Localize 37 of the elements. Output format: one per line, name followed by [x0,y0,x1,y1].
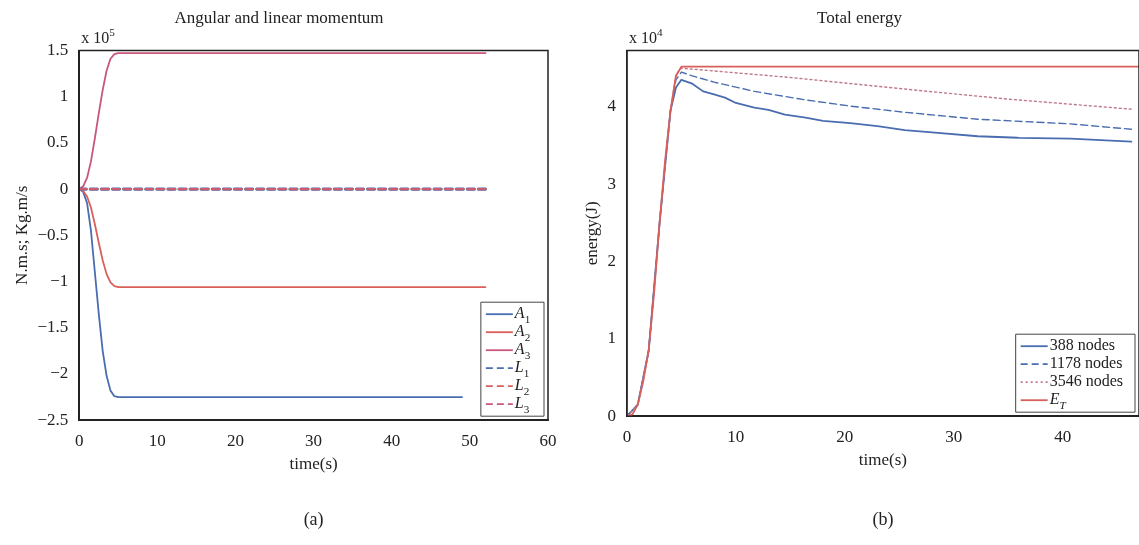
y-tick-label: 0 [607,405,616,425]
y-tick-label: −1.5 [37,317,69,337]
legend-label: 3546 nodes [1049,372,1123,390]
x-axis-title: time(s) [858,450,908,470]
x-tick-label: 20 [836,426,854,446]
y-tick-label: −2.5 [37,409,69,429]
x-tick-label: 20 [226,430,244,450]
x-tick-label: 40 [1054,426,1072,446]
text: (b) [872,508,894,530]
y-tick-label: 4 [607,96,617,116]
legend-label: 388 nodes [1049,336,1115,354]
x-tick-label: 30 [305,430,323,450]
y-tick-label: 1 [607,328,616,348]
x-tick-label: 50 [461,430,479,450]
y-tick-label: −0.5 [37,224,69,244]
y-axis-title: energy(J) [581,201,601,266]
x-axis-title: time(s) [289,454,338,474]
x-tick-label: 10 [148,430,166,450]
y-tick-label: 1 [59,86,69,106]
legend-label: 1178 nodes [1049,354,1123,372]
x-tick-label: 0 [622,426,632,446]
y-tick-label: 3 [607,173,616,193]
y-tick-label: 0 [59,178,69,198]
y-tick-label: 0.5 [46,132,69,152]
y-tick-label: 1.5 [46,39,69,59]
y-axis-title: N.m.s; Kg.m/s [11,185,31,285]
x-tick-label: 10 [727,426,745,446]
x-tick-label: 60 [539,430,557,450]
y-tick-label: 2 [607,251,616,270]
x-tick-label: 0 [74,430,84,450]
x-tick-label: 40 [383,430,401,450]
y-tick-label: −1 [50,270,69,290]
x-tick-label: 30 [945,426,963,446]
y-tick-label: −2 [50,363,69,383]
chart-title: Angular and linear momentum [174,7,384,27]
chart-title: Total energy [817,7,903,27]
text: (a) [303,508,324,530]
